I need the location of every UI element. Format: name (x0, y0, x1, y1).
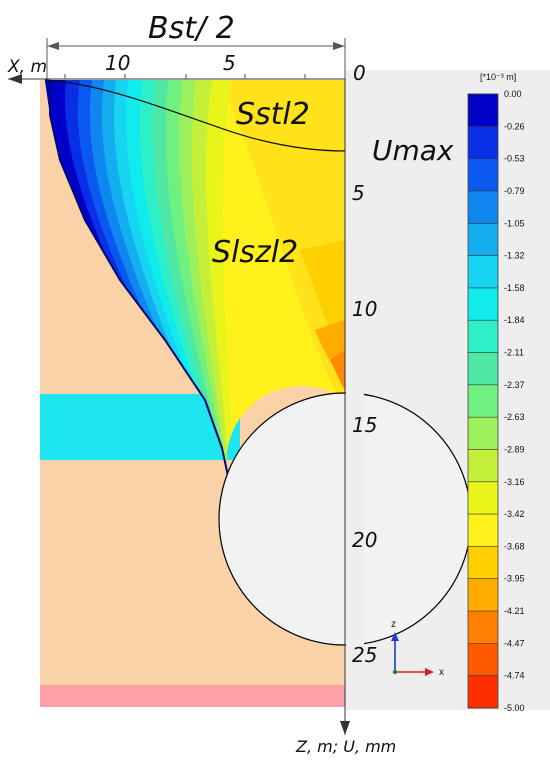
gizmo-x-label: x (439, 667, 444, 678)
legend-swatch (468, 287, 498, 321)
x-axis-label: X, m (7, 57, 47, 77)
legend-tick-label: -1.05 (504, 218, 525, 228)
dimension-arrow-left (47, 42, 59, 50)
umax-label: Umax (372, 134, 454, 167)
legend-swatch (468, 223, 498, 257)
tunnel-mask (346, 390, 364, 650)
dimension-arrow-right (333, 42, 345, 50)
legend-swatch (468, 158, 498, 192)
z-axis-label: Z, m; U, mm (295, 737, 396, 756)
legend-tick-label: -2.63 (504, 412, 525, 422)
legend-tick-label: -1.84 (504, 315, 525, 325)
legend-tick-label: -0.26 (504, 121, 525, 131)
legend-tick-label: -0.53 (504, 154, 525, 164)
z-tick-label-20: 20 (352, 528, 377, 552)
legend-tick-label: 0.00 (504, 89, 522, 99)
width-label: Bst/ 2 (148, 11, 235, 46)
x-tick-label-10: 10 (105, 51, 130, 75)
legend-swatch (468, 384, 498, 418)
legend-tick-label: -1.32 (504, 251, 525, 261)
z-tick-label-10: 10 (352, 297, 377, 321)
axes-gizmo: z x (391, 619, 444, 678)
gizmo-z-arrow (391, 632, 399, 641)
x-tick-label-5: 5 (223, 51, 236, 75)
legend-tick-label: -3.16 (504, 477, 525, 487)
legend-swatch (468, 255, 498, 289)
failure-surface-outline (49, 80, 229, 477)
z-tick-label-5: 5 (352, 181, 365, 205)
legend-swatch (468, 546, 498, 580)
settlement-curve (44, 79, 346, 152)
legend-swatch (468, 578, 498, 612)
legend-tick-label: -2.37 (504, 380, 525, 390)
x-axis-arrow (8, 74, 22, 84)
pink-bottom-band (40, 685, 345, 707)
legend-tick-label: -3.42 (504, 509, 525, 519)
legend-swatch (468, 417, 498, 450)
legend-swatch (468, 611, 498, 644)
gizmo-origin (392, 669, 398, 675)
legend-swatch (468, 94, 498, 127)
legend-unit: [*10⁻³ m] (480, 72, 516, 82)
legend-swatch (468, 352, 498, 386)
legend-swatch (468, 675, 498, 709)
x-tick-label-0: 0 (353, 61, 366, 85)
legend-tick-label: -0.79 (504, 186, 525, 196)
legend-tick-label: -4.21 (504, 606, 525, 616)
legend-swatch (468, 643, 498, 677)
legend-swatch (468, 449, 498, 483)
legend-tick-label: -1.58 (504, 283, 525, 293)
legend-swatch (468, 514, 498, 547)
layer-label-sstl2: Sstl2 (236, 97, 310, 132)
legend-tick-label: -4.74 (504, 671, 525, 681)
z-axis-arrow (340, 721, 350, 735)
legend-tick-label: -2.89 (504, 444, 525, 454)
legend-tick-label: -3.95 (504, 574, 525, 584)
legend-tick-label: -2.11 (504, 348, 524, 358)
gizmo-z-label: z (391, 619, 396, 630)
layer-label-slszl2: Slszl2 (212, 235, 298, 270)
z-tick-label-25: 25 (352, 643, 377, 667)
legend-tick-label: -4.47 (504, 638, 525, 648)
gizmo-x-arrow (425, 668, 434, 676)
legend-swatch (468, 320, 498, 354)
legend-tick-labels: 0.00 -0.26 -0.53 -0.79 -1.05 -1.32 -1.58 -1.84 -… (504, 89, 525, 713)
legend-tick-label: -3.68 (504, 541, 525, 551)
z-tick-label-15: 15 (352, 413, 377, 437)
legend-swatch (468, 481, 498, 515)
legend-colorbar (467, 93, 499, 709)
legend-swatch (468, 126, 498, 160)
legend-tick-label: -5.00 (504, 703, 525, 713)
legend-swatch (468, 190, 498, 224)
